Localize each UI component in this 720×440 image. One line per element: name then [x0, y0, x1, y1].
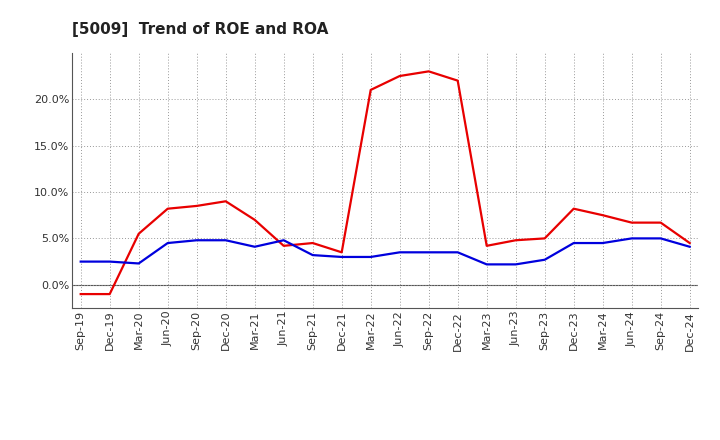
ROA	[221, 238, 230, 243]
ROE	[627, 220, 636, 225]
ROE	[454, 78, 462, 83]
ROE	[685, 240, 694, 246]
ROA	[657, 236, 665, 241]
ROA	[163, 240, 172, 246]
ROA	[570, 240, 578, 246]
ROA	[135, 261, 143, 266]
ROA	[482, 262, 491, 267]
ROE	[366, 87, 375, 92]
ROA	[76, 259, 85, 264]
ROE	[395, 73, 404, 79]
ROA	[685, 244, 694, 249]
ROE	[338, 249, 346, 255]
ROE	[424, 69, 433, 74]
Line: ROE: ROE	[81, 71, 690, 294]
ROA	[279, 238, 288, 243]
ROE	[221, 198, 230, 204]
ROE	[657, 220, 665, 225]
Line: ROA: ROA	[81, 238, 690, 264]
ROE	[163, 206, 172, 211]
ROE	[598, 213, 607, 218]
ROE	[251, 217, 259, 223]
ROE	[511, 238, 520, 243]
ROE	[541, 236, 549, 241]
ROA	[251, 244, 259, 249]
Text: [5009]  Trend of ROE and ROA: [5009] Trend of ROE and ROA	[72, 22, 328, 37]
ROA	[511, 262, 520, 267]
ROE	[76, 291, 85, 297]
ROE	[279, 243, 288, 249]
ROE	[482, 243, 491, 249]
ROA	[105, 259, 114, 264]
ROA	[424, 249, 433, 255]
ROE	[192, 203, 201, 209]
ROA	[627, 236, 636, 241]
ROA	[366, 254, 375, 260]
ROE	[135, 231, 143, 236]
ROE	[570, 206, 578, 211]
ROA	[598, 240, 607, 246]
ROA	[395, 249, 404, 255]
ROA	[192, 238, 201, 243]
ROA	[454, 249, 462, 255]
ROA	[308, 253, 317, 258]
ROE	[308, 240, 317, 246]
ROA	[541, 257, 549, 262]
ROA	[338, 254, 346, 260]
ROE	[105, 291, 114, 297]
